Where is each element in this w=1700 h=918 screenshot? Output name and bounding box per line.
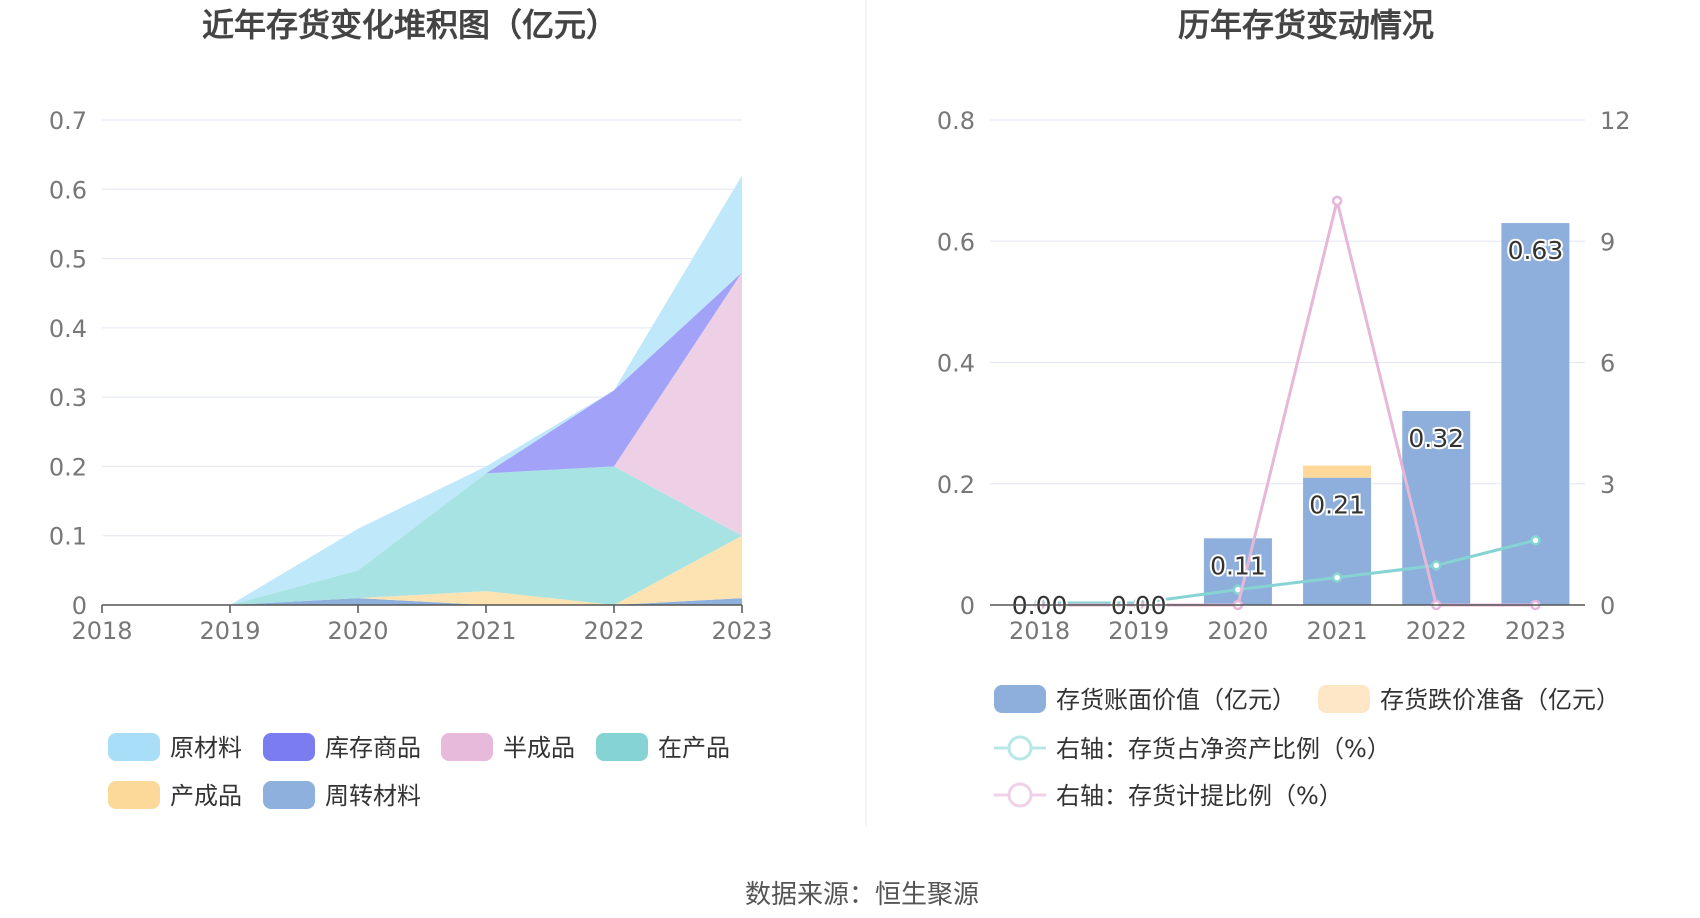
left-axis-tick-label: 0.2	[937, 471, 975, 499]
line-point	[1331, 572, 1343, 583]
left-chart: 近年存货变化堆积图（亿元） 0 0.1 0.2 0.3 0.4 0.5 0.6 0.7 201…	[49, 6, 773, 810]
right-axis-tick-label: 9	[1600, 228, 1615, 256]
right-axis-tick-label: 0	[1600, 592, 1615, 620]
right-xtick-label: 2018	[1009, 617, 1070, 645]
right-axis-tick-label: 12	[1600, 107, 1631, 135]
left-axis-tick-label: 0.4	[937, 350, 975, 378]
right-grid: 0 0.2 0.4 0.6 0.8 0 3 6 9 12	[937, 107, 1631, 620]
left-xtick-label: 2022	[583, 617, 644, 645]
right-chart-title: 历年存货变动情况	[1178, 6, 1434, 44]
right-xtick-label: 2019	[1108, 617, 1169, 645]
legend-swatch	[263, 733, 315, 761]
left-axis-tick-label: 0.6	[937, 228, 975, 256]
legend-swatch	[441, 733, 493, 761]
left-xtick-label: 2019	[199, 617, 260, 645]
legend-label: 周转材料	[325, 782, 421, 810]
right-legend: 存货账面价值（亿元） 存货跌价准备（亿元） 右轴：存货占净资产比例（%） 右轴：存货计…	[994, 685, 1620, 810]
bar-impairment	[1303, 465, 1372, 478]
left-ytick-label: 0.4	[49, 315, 87, 343]
left-ytick-label: 0.2	[49, 453, 87, 481]
bar-book-value	[1303, 477, 1372, 605]
left-axis: 2018 2019 2020 2021 2022 2023	[71, 604, 773, 645]
right-xtick-label: 2023	[1505, 617, 1566, 645]
left-xtick-label: 2021	[455, 617, 516, 645]
right-bars	[1203, 223, 1570, 605]
legend-swatch	[108, 781, 160, 809]
source-note: 数据来源：恒生聚源	[745, 880, 979, 910]
legend-label: 在产品	[658, 734, 730, 762]
bar-value-label: 0.21	[1309, 491, 1365, 520]
line-point	[1331, 195, 1343, 207]
legend-label: 产成品	[170, 782, 242, 810]
legend-label: 库存商品	[325, 734, 421, 762]
bar-value-label: 0.32	[1408, 424, 1464, 453]
right-labels: 0.00 0.000.110.210.320.63	[1010, 234, 1566, 622]
left-xtick-label: 2020	[327, 617, 388, 645]
line-point	[1530, 535, 1541, 546]
left-ytick-label: 0.5	[49, 246, 87, 274]
left-xtick-label: 2023	[711, 617, 772, 645]
legend-line-marker	[1007, 735, 1033, 761]
legend-label: 右轴：存货计提比例（%）	[1056, 782, 1343, 810]
right-axis-tick-label: 6	[1600, 350, 1615, 378]
right-xtick-label: 2020	[1207, 617, 1268, 645]
left-chart-title: 近年存货变化堆积图（亿元）	[202, 6, 618, 44]
legend-line-marker	[1007, 782, 1033, 808]
line-series	[1039, 538, 1536, 605]
left-axis-tick-label: 0.8	[937, 107, 975, 135]
left-ytick-label: 0.1	[49, 523, 87, 551]
right-axis: 2018 2019 2020 2021 2022 2023	[990, 604, 1585, 645]
left-ytick-label: 0	[72, 592, 87, 620]
legend-label: 半成品	[503, 734, 575, 762]
legend-swatch	[1318, 685, 1370, 713]
area-库存商品	[102, 272, 742, 605]
legend-label: 存货跌价准备（亿元）	[1380, 686, 1620, 714]
left-ytick-label: 0.6	[49, 176, 87, 204]
area-原材料	[102, 175, 742, 605]
left-axis-tick-label: 0	[960, 592, 975, 620]
bar-value-label: 0.11	[1210, 551, 1266, 580]
legend-swatch	[596, 733, 648, 761]
legend-swatch	[994, 685, 1046, 713]
legend-label: 存货账面价值（亿元）	[1056, 686, 1296, 714]
bar-value-label: 0.63	[1508, 236, 1564, 265]
legend-swatch	[108, 733, 160, 761]
area-在产品	[102, 466, 742, 605]
legend-label: 右轴：存货占净资产比例（%）	[1056, 735, 1391, 763]
left-ytick-label: 0.7	[49, 107, 87, 135]
left-grid: 0 0.1 0.2 0.3 0.4 0.5 0.6 0.7	[49, 107, 742, 620]
right-xtick-label: 2022	[1406, 617, 1467, 645]
right-xtick-label: 2021	[1307, 617, 1368, 645]
line-point	[1431, 560, 1442, 571]
right-axis-tick-label: 3	[1600, 471, 1615, 499]
left-areas	[102, 175, 742, 605]
area-产成品	[102, 535, 742, 605]
legend-swatch	[263, 781, 315, 809]
left-ytick-label: 0.3	[49, 384, 87, 412]
left-xtick-label: 2018	[71, 617, 132, 645]
legend-label: 原材料	[170, 734, 242, 762]
